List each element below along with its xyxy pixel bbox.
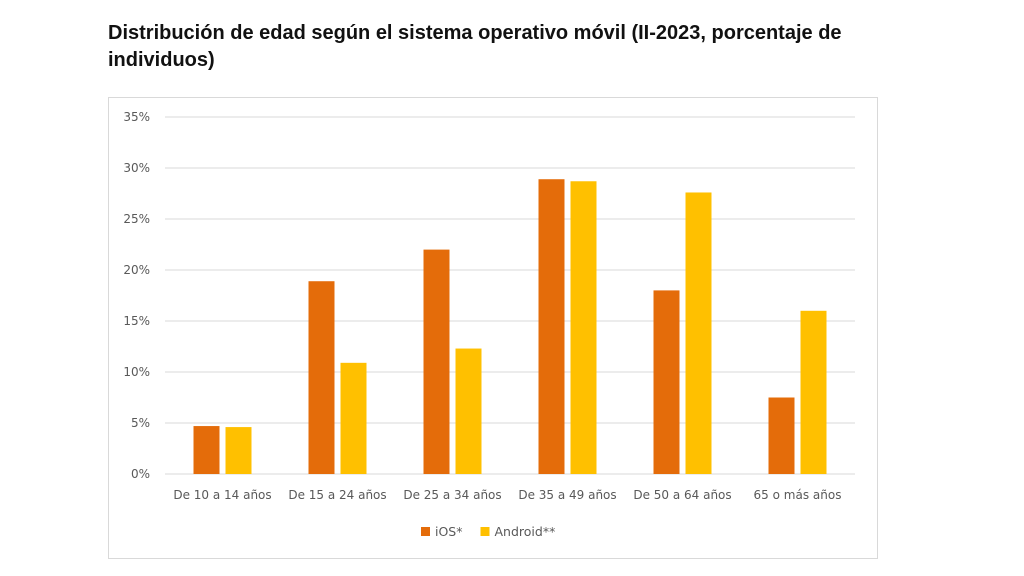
chart-frame	[108, 97, 878, 559]
bar-android	[800, 310, 827, 474]
bar-android	[225, 427, 252, 474]
y-tick-label: 15%	[123, 314, 150, 328]
legend-label-ios: iOS*	[435, 524, 463, 539]
y-tick-label: 0%	[131, 467, 150, 481]
legend-swatch-ios	[421, 527, 430, 536]
y-tick-label: 25%	[123, 212, 150, 226]
bar-ios	[768, 397, 795, 474]
y-tick-label: 20%	[123, 263, 150, 277]
x-tick-label: 65 o más años	[754, 488, 842, 502]
x-tick-label: De 15 a 24 años	[288, 488, 386, 502]
x-tick-label: De 10 a 14 años	[173, 488, 271, 502]
bar-android	[570, 181, 597, 474]
x-tick-label: De 50 a 64 años	[633, 488, 731, 502]
x-tick-label: De 25 a 34 años	[403, 488, 501, 502]
y-tick-label: 35%	[123, 110, 150, 124]
bar-ios	[308, 281, 335, 474]
legend-label-android: Android**	[495, 524, 556, 539]
bar-android	[455, 348, 482, 474]
chart-title: Distribución de edad según el sistema op…	[108, 22, 842, 71]
y-tick-label: 10%	[123, 365, 150, 379]
bar-android	[685, 192, 712, 475]
x-tick-label: De 35 a 49 años	[518, 488, 616, 502]
y-tick-label: 30%	[123, 161, 150, 175]
y-tick-label: 5%	[131, 416, 150, 430]
bar-ios	[423, 249, 450, 474]
legend-swatch-android	[480, 527, 490, 536]
bar-ios	[193, 426, 220, 474]
bar-ios	[538, 179, 565, 474]
bar-ios	[653, 290, 680, 474]
bar-android	[340, 362, 367, 474]
